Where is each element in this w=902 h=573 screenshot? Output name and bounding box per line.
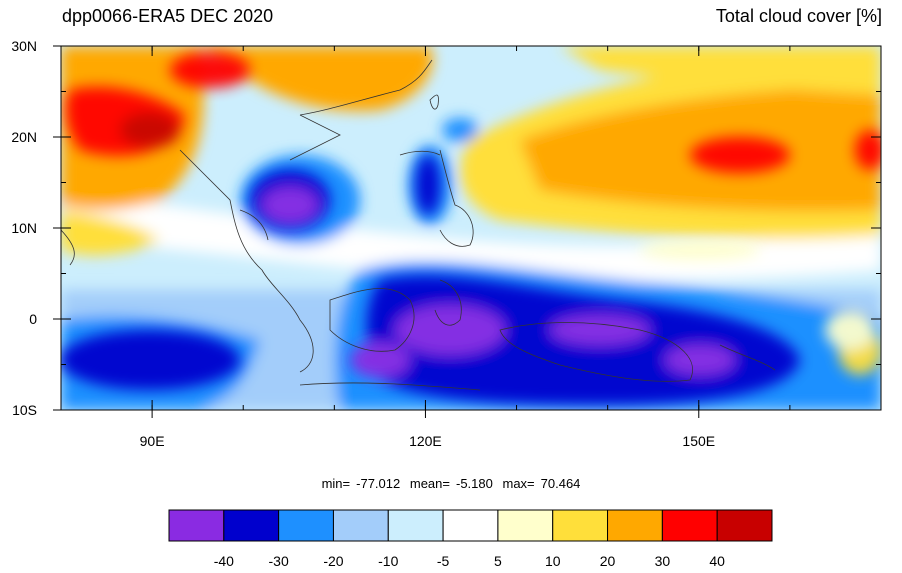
colorbar-swatch: [442, 509, 499, 542]
statistics-line: min= -77.012 mean= -5.180 max= 70.464: [0, 476, 902, 491]
colorbar-label: 30: [655, 553, 671, 569]
colorbar-swatch: [497, 509, 554, 542]
lon-tick-label: 90E: [140, 433, 165, 449]
colorbar-label: -10: [378, 553, 398, 569]
cloud-cover-map: 90E 120E 150E 30N 20N 10N 0 10S: [11, 38, 882, 449]
mean-value: -5.180: [455, 476, 493, 491]
axis-ticks: 90E 120E 150E 30N 20N 10N 0 10S: [11, 38, 882, 449]
colorbar-swatch: [661, 509, 718, 542]
colorbar-swatch: [278, 509, 334, 542]
colorbar-label: 20: [600, 553, 616, 569]
lon-tick-label: 150E: [682, 433, 715, 449]
field-layer: [61, 46, 881, 410]
colorbar-swatch: [332, 509, 389, 542]
colorbar-swatch: [716, 509, 773, 542]
min-value: -77.012: [356, 476, 401, 491]
lat-tick-label: 10N: [11, 220, 37, 236]
colorbar-swatch: [607, 509, 663, 542]
lat-tick-label: 30N: [11, 38, 37, 54]
colorbar-label: -20: [323, 553, 343, 569]
plot-title-right: Total cloud cover [%]: [715, 6, 882, 26]
colorbar-swatch: [387, 509, 444, 542]
lon-tick-label: 120E: [409, 433, 442, 449]
mean-label: mean=: [409, 476, 450, 491]
max-value: 70.464: [540, 476, 581, 491]
colorbar-label: 10: [545, 553, 561, 569]
colorbar-label: -5: [437, 553, 450, 569]
lat-tick-label: 10S: [12, 402, 37, 418]
coastlines: [61, 59, 776, 391]
colorbar-swatch: [223, 509, 280, 542]
lat-tick-label: 0: [29, 311, 37, 327]
colorbar-label: -40: [214, 553, 234, 569]
colorbar-swatch: [552, 509, 609, 542]
min-label: min=: [321, 476, 351, 491]
colorbar-label: -30: [269, 553, 289, 569]
plot-title-left: dpp0066-ERA5 DEC 2020: [62, 6, 274, 26]
colorbar-label: 40: [709, 553, 725, 569]
lat-tick-label: 20N: [11, 129, 37, 145]
colorbar-swatch: [168, 509, 225, 542]
colorbar-label: 5: [494, 553, 502, 569]
max-label: max=: [502, 476, 535, 491]
